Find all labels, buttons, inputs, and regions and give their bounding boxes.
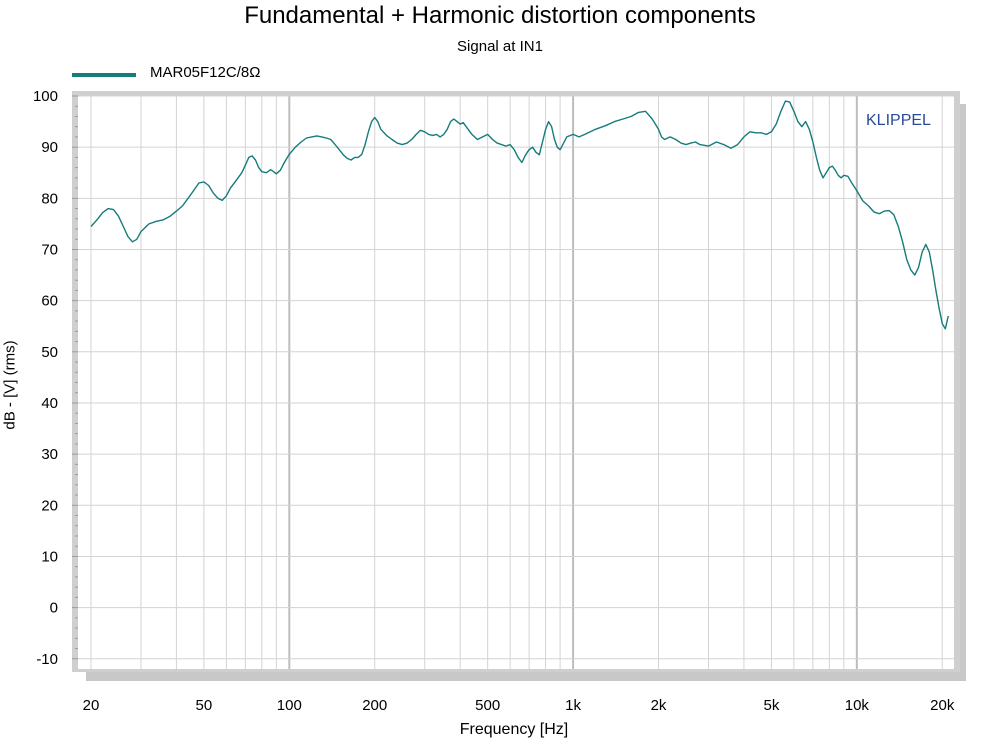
y-tick-label: 40	[41, 395, 58, 412]
x-tick-label: 100	[277, 697, 302, 714]
y-tick-label: 100	[33, 88, 58, 105]
brand-watermark: KLIPPEL	[866, 112, 931, 129]
y-tick-label: 90	[41, 139, 58, 156]
legend-label: MAR05F12C/8Ω	[150, 64, 261, 81]
y-axis-label: dB - [V] (rms)	[1, 340, 19, 430]
legend-line-swatch	[72, 73, 136, 77]
x-tick-label: 5k	[763, 697, 779, 714]
y-tick-label: 30	[41, 446, 58, 463]
chart-subtitle: Signal at IN1	[457, 38, 543, 55]
y-tick-label: 70	[41, 241, 58, 258]
x-tick-label: 20	[83, 697, 100, 714]
x-tick-label: 20k	[930, 697, 955, 714]
y-tick-label: 10	[41, 548, 58, 565]
x-tick-label: 1k	[565, 697, 581, 714]
y-tick-label: 60	[41, 293, 58, 310]
y-tick-label: 20	[41, 497, 58, 514]
series-layer	[90, 100, 949, 330]
x-axis-label: Frequency [Hz]	[459, 721, 569, 738]
y-tick-label: -10	[36, 651, 58, 668]
x-tick-labels: 20 50 100 200 500 1k 2k 5k 10k 20k	[83, 697, 955, 714]
x-tick-label: 50	[196, 697, 213, 714]
x-tick-label: 200	[362, 697, 387, 714]
x-tick-label: 500	[475, 697, 500, 714]
chart-title: Fundamental + Harmonic distortion compon…	[244, 2, 756, 29]
y-tick-label: 0	[50, 600, 58, 617]
minor-tick-marks	[72, 95, 78, 660]
x-tick-label: 10k	[845, 697, 870, 714]
y-tick-label: 50	[41, 344, 58, 361]
x-tick-label: 2k	[651, 697, 667, 714]
y-tick-label: 80	[41, 190, 58, 207]
series-line	[90, 100, 949, 330]
plot-background	[78, 96, 954, 669]
